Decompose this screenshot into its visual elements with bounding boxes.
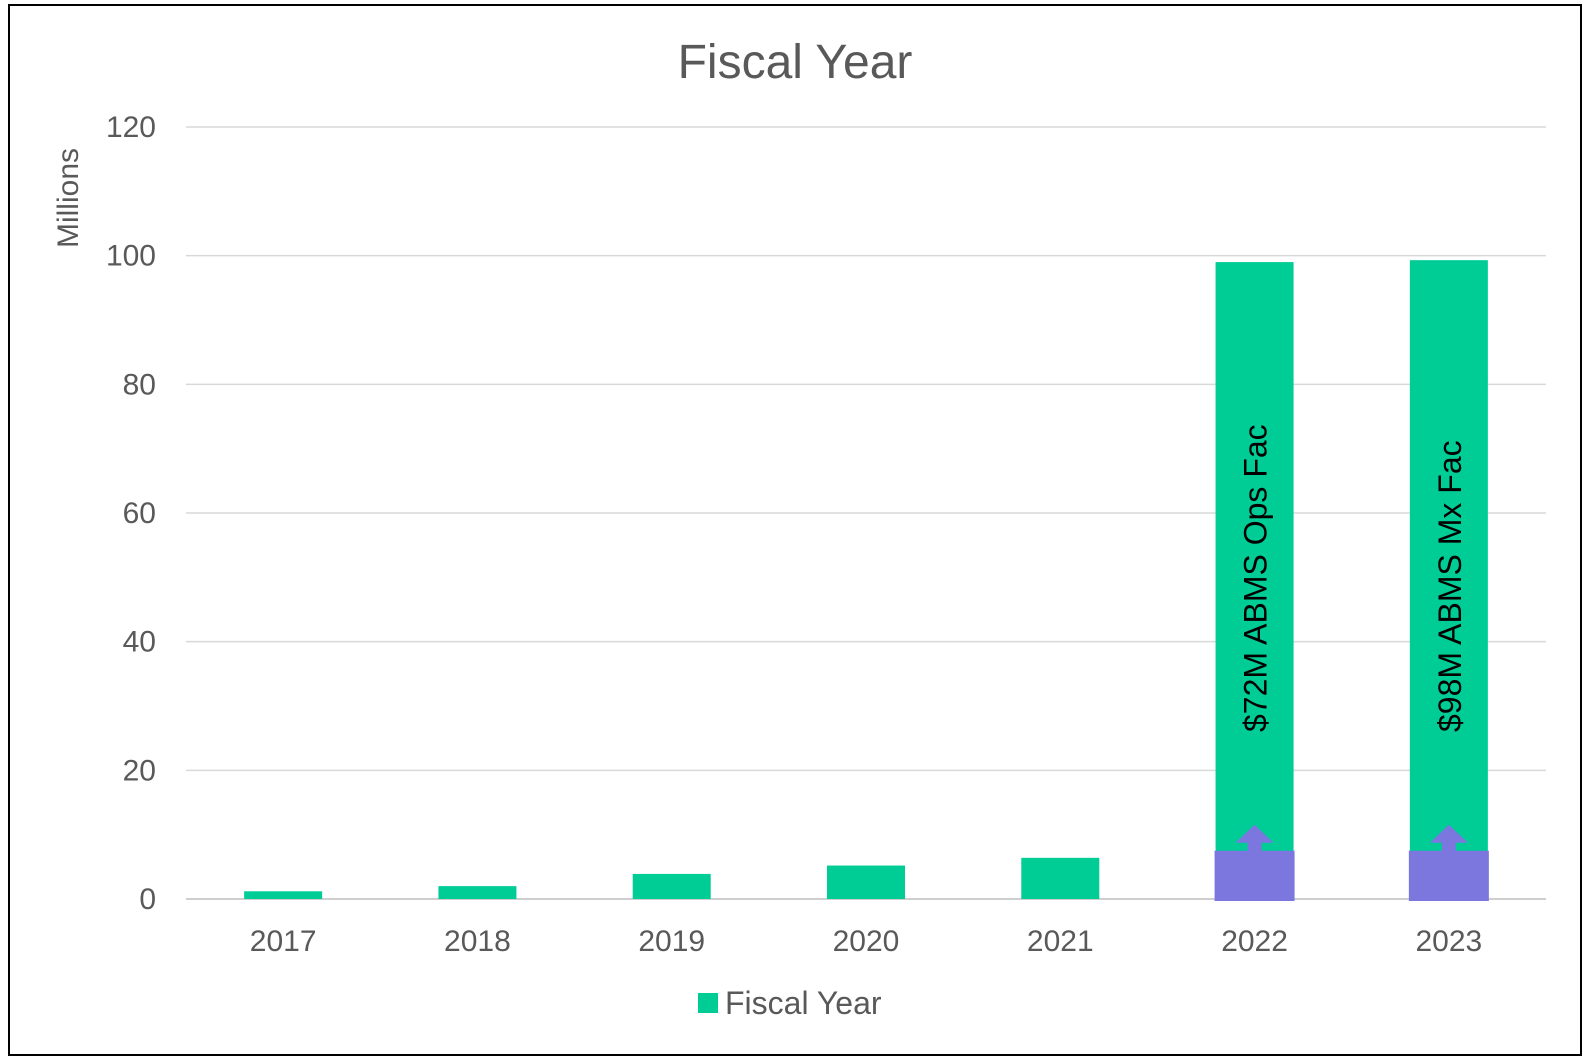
up-arrow-overlay [1408,824,1489,901]
bar [1409,260,1488,899]
x-axis-ticks: 2017 2018 2019 2020 2021 2022 2023 [250,925,1482,958]
legend-swatch [698,993,718,1013]
bar [1021,857,1100,899]
bar [1215,262,1294,900]
y-axis-label: Millions [52,148,85,248]
y-tick-label: 80 [123,368,156,401]
x-tick-label: 2020 [833,925,900,958]
legend: Fiscal Year [698,985,882,1021]
y-tick-label: 40 [123,626,156,659]
y-tick-label: 20 [123,754,156,787]
annotations: $72M ABMS Ops Fac $98M ABMS Mx Fac [1238,424,1468,732]
y-tick-label: 0 [139,883,156,916]
y-tick-label: 100 [106,240,156,273]
x-tick-label: 2018 [444,925,511,958]
chart-title: Fiscal Year [678,36,913,89]
x-tick-label: 2017 [250,925,317,958]
bar-annotation: $72M ABMS Ops Fac [1238,424,1274,732]
chart-frame [8,4,1582,1056]
bar [632,873,711,899]
x-tick-label: 2021 [1027,925,1094,958]
gridlines [186,126,1546,900]
bar-annotation: $98M ABMS Mx Fac [1432,440,1468,732]
legend-label: Fiscal Year [725,985,882,1021]
x-tick-label: 2019 [638,925,705,958]
bars [244,260,1488,900]
bar [438,886,517,899]
y-tick-label: 60 [123,497,156,530]
x-tick-label: 2023 [1415,925,1482,958]
up-arrow-overlay [1214,824,1295,901]
x-tick-label: 2022 [1221,925,1288,958]
bar [244,891,323,899]
y-axis-ticks: 0 20 40 60 80 100 120 [106,111,156,916]
overlay-arrows [1214,824,1489,901]
y-tick-label: 120 [106,111,156,144]
bar [827,865,905,899]
